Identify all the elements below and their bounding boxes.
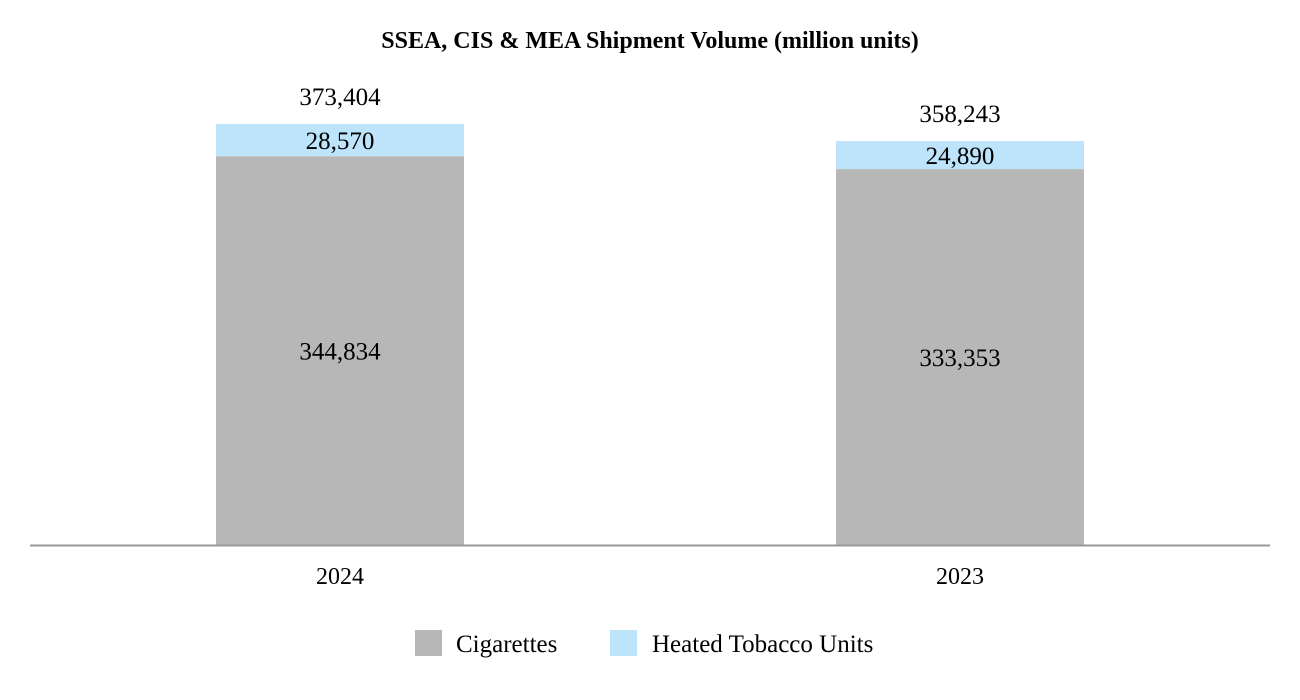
bar-heated-tobacco-units-2023 xyxy=(836,141,1084,170)
data-label-heated-tobacco-units-2023: 24,890 xyxy=(926,143,995,170)
legend-swatch-heated-tobacco-units xyxy=(610,630,637,656)
data-label-cigarettes-2024: 344,834 xyxy=(299,339,381,366)
total-label-2023: 358,243 xyxy=(919,101,1000,128)
bar-heated-tobacco-units-2024 xyxy=(216,123,464,157)
legend: Cigarettes Heated Tobacco Units xyxy=(415,630,873,658)
total-label-2024: 373,404 xyxy=(299,84,381,111)
legend-label-heated-tobacco-units: Heated Tobacco Units xyxy=(652,631,873,658)
bar-cigarettes-2024 xyxy=(216,156,464,546)
data-label-heated-tobacco-units-2024: 28,570 xyxy=(306,128,375,155)
bar-cigarettes-2023 xyxy=(836,169,1084,546)
legend-label-cigarettes: Cigarettes xyxy=(456,631,557,658)
chart-title: SSEA, CIS & MEA Shipment Volume (million… xyxy=(381,28,918,54)
x-tick-2023: 2023 xyxy=(936,564,984,590)
data-label-cigarettes-2023: 333,353 xyxy=(919,345,1000,372)
x-ticks: 2024 2023 xyxy=(316,564,984,590)
bars: 344,834 28,570 373,404 333,353 24,890 358,243 xyxy=(216,84,1084,546)
x-tick-2024: 2024 xyxy=(316,564,364,590)
legend-swatch-cigarettes xyxy=(415,630,442,656)
